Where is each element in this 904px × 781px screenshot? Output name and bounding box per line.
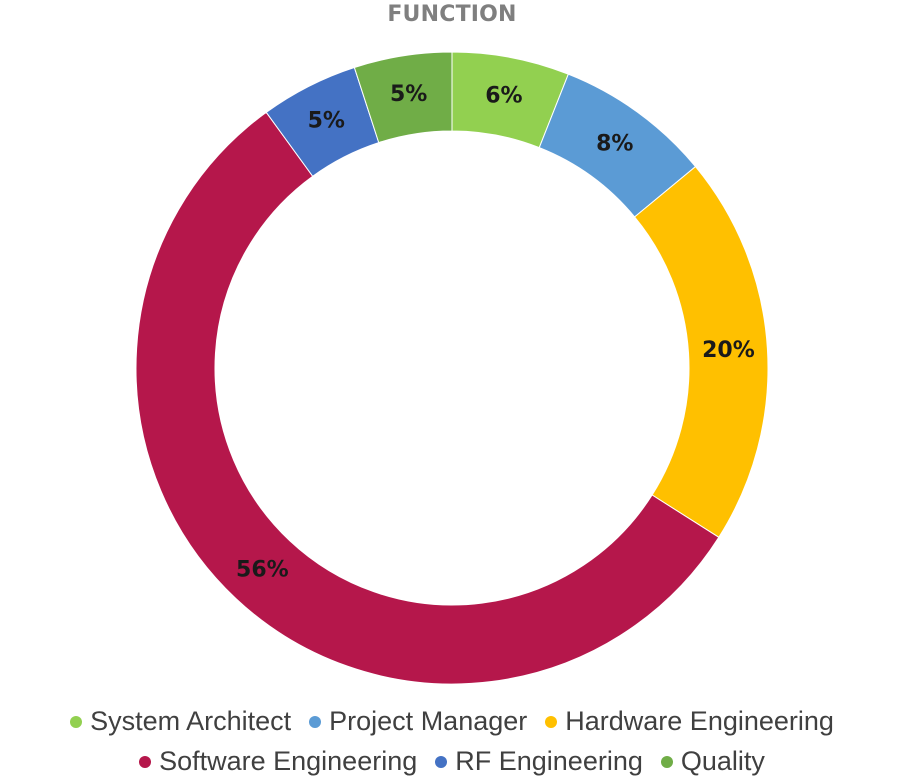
legend-row-1: System Architect Project Manager Hardware … [0,706,904,737]
legend-item-software-engineering: Software Engineering [139,746,417,777]
legend-label-quality: Quality [680,746,765,776]
legend-label-project-manager: Project Manager [329,706,528,736]
legend-marker-project-manager [309,715,322,728]
legend-label-system-architect: System Architect [90,706,292,736]
legend-row-2: Software Engineering RF Engineering Qualit… [0,746,904,777]
legend-marker-quality [660,755,673,768]
data-label-project-manager: 8% [596,131,633,156]
legend-marker-system-architect [70,715,83,728]
legend-marker-rf-engineering [435,755,448,768]
data-label-system-architect: 6% [485,83,522,108]
legend-item-quality: Quality [660,746,765,777]
legend-label-software-engineering: Software Engineering [159,746,418,776]
slice-software-engineering [135,111,720,685]
legend-marker-software-engineering [139,755,152,768]
legend-item-project-manager: Project Manager [309,706,527,737]
legend-label-hardware-engineering: Hardware Engineering [565,706,834,736]
legend-item-rf-engineering: RF Engineering [435,746,643,777]
legend-label-rf-engineering: RF Engineering [455,746,643,776]
data-label-quality: 5% [390,82,427,107]
legend-marker-hardware-engineering [545,715,558,728]
legend-item-system-architect: System Architect [70,706,291,737]
data-label-software-engineering: 56% [236,557,289,582]
data-label-hardware-engineering: 20% [702,338,755,363]
data-label-rf-engineering: 5% [308,109,345,134]
legend-item-hardware-engineering: Hardware Engineering [545,706,834,737]
chart-title: FUNCTION [387,2,517,27]
slice-quality [353,51,453,144]
